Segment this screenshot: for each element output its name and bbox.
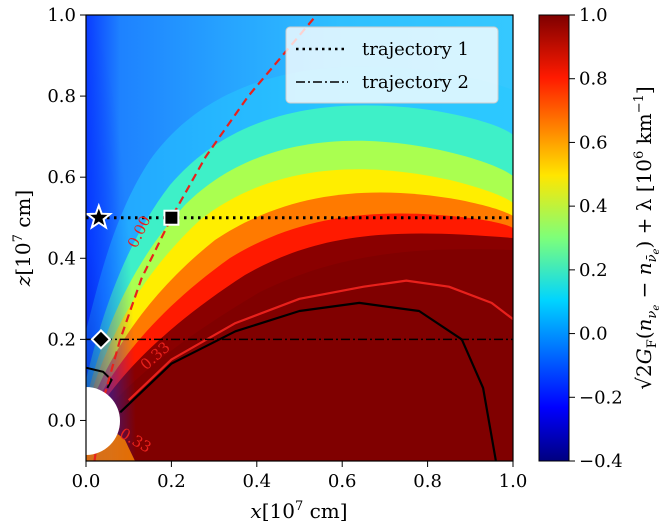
star-marker [84,202,113,230]
black-inner-contour [86,366,113,389]
x-axis-ticks: 0.0 0.2 0.4 0.6 0.8 1.0 [72,461,528,492]
colorbar-tick-label: 0.6 [579,132,608,153]
colorbar-ticks: −0.4 −0.2 0.0 0.2 0.4 0.6 0.8 1.0 [569,5,623,472]
x-tick-label: 1.0 [499,471,528,492]
y-tick-label: 0.2 [47,329,76,350]
zero-contour [93,15,318,461]
x-axis-label: x[107 cm] [250,499,347,523]
colorbar-label: √2GF(nνe − nν̄e) + λ [106 km−1] [632,86,659,390]
diamond-marker [90,328,112,350]
markers [84,202,180,350]
plot-frame [85,14,514,462]
legend-label-trajectory-2: trajectory 2 [362,72,469,93]
legend-label-trajectory-1: trajectory 1 [362,39,469,60]
core-disk [86,387,120,455]
y-tick-label: 0.6 [47,167,76,188]
y-tick-label: 0.8 [47,86,76,107]
svg-text:z[107 cm]: z[107 cm] [11,190,35,287]
y-tick-label: 1.0 [47,5,76,26]
colorbar-tick-label: 0.0 [579,324,608,345]
svg-text:√2GF(nνe − nν̄e) + λ [106 km−1: √2GF(nνe − nν̄e) + λ [106 km−1] [632,86,659,390]
svg-text:x[107 cm]: x[107 cm] [250,499,347,523]
colorbar-tick-label: 0.4 [579,196,608,217]
y-tick-label: 0.4 [47,248,76,269]
heatmap-field [86,15,513,461]
red-contour [127,279,513,401]
x-tick-label: 0.4 [242,471,271,492]
x-tick-label: 0.8 [413,471,442,492]
colorbar [538,14,570,462]
y-tick-label: 0.0 [47,410,76,431]
trajectory-lines [86,216,513,341]
y-axis-label: z[107 cm] [11,190,35,287]
x-tick-label: 0.6 [328,471,357,492]
colorbar-tick-label: 1.0 [579,5,608,26]
colorbar-tick-label: −0.2 [579,387,623,408]
y-axis-ticks: 0.0 0.2 0.4 0.6 0.8 1.0 [47,5,86,431]
contour-lines [86,15,513,461]
colorbar-tick-label: 0.8 [579,69,608,90]
legend-box [285,26,499,104]
black-contour [119,301,497,461]
colorbar-tick-label: −0.4 [579,451,623,472]
colorbar-tick-label: 0.2 [579,260,608,281]
x-tick-label: 0.2 [157,471,186,492]
square-marker [163,209,180,226]
legend: trajectory 1 trajectory 2 [285,26,499,104]
x-tick-label: 0.0 [72,471,101,492]
